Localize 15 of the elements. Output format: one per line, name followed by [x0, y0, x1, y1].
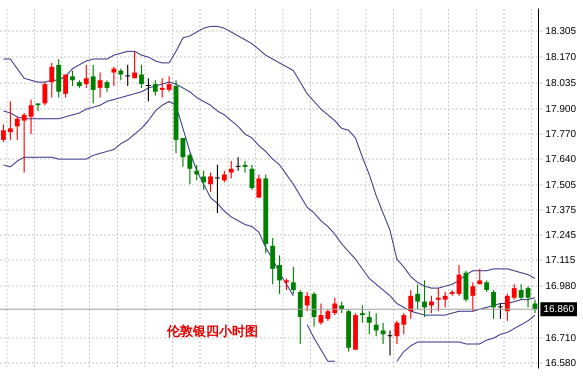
y-tick-label: 17.640 [545, 154, 576, 165]
y-tick-label: 18.170 [545, 52, 576, 63]
y-tick-label: 16.710 [545, 332, 576, 344]
y-tick-label: 17.505 [545, 180, 576, 191]
y-tick-label: 17.245 [545, 230, 576, 241]
y-tick-label: 16.980 [545, 280, 576, 292]
text: 伦敦银四小时图 [166, 323, 258, 340]
y-tick-label: 16.580 [545, 358, 576, 369]
ref-line-label: 16.860 [543, 304, 574, 316]
y-tick-label: 17.375 [545, 204, 576, 216]
y-tick-label: 17.770 [545, 128, 576, 140]
y-tick-label: 18.305 [545, 26, 576, 37]
y-tick-label: 17.115 [545, 254, 576, 266]
y-tick-label: 17.900 [545, 104, 576, 115]
y-tick-label: 18.035 [545, 78, 576, 89]
